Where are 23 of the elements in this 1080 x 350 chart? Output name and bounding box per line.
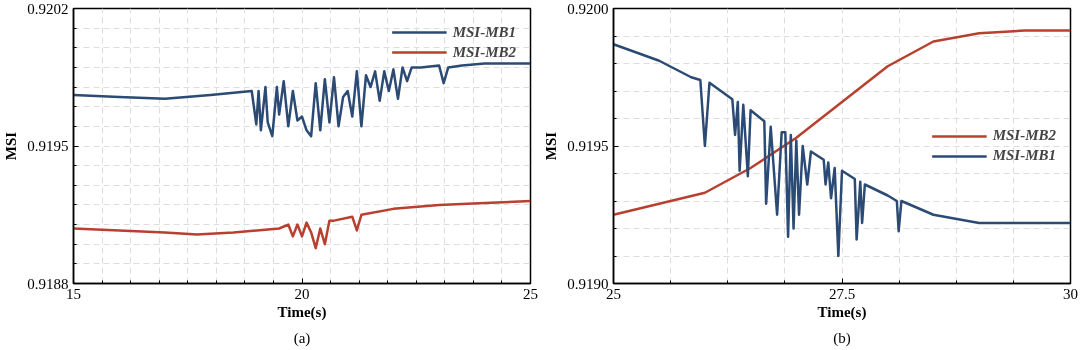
line-series [73, 62, 531, 138]
x-axis-title: Time(s) [817, 303, 867, 321]
y-tick-label: 0.9195 [27, 138, 69, 154]
legend-label: MSI-MB2 [452, 43, 516, 61]
legend-label: MSI-MB2 [992, 127, 1056, 144]
line-series [73, 199, 531, 250]
y-tick-label: 0.9202 [27, 0, 69, 17]
line-series [613, 43, 1071, 258]
line-series [613, 29, 1071, 216]
x-tick-label: 27.5 [828, 285, 856, 302]
text: (b) [833, 329, 851, 347]
y-tick-label: 0.9200 [567, 0, 609, 17]
y-axis-title: MSI [3, 131, 20, 161]
legend-label: MSI-MB1 [452, 23, 516, 41]
y-axis-title: MSI [543, 131, 560, 161]
x-axis-title: Time(s) [277, 303, 327, 321]
y-tick-label: 0.9195 [567, 138, 609, 154]
text: (a) [293, 329, 311, 347]
x-tick-label: 25 [523, 285, 538, 302]
legend-label: MSI-MB1 [992, 147, 1056, 164]
x-tick-label: 30 [1063, 285, 1078, 302]
x-tick-label: 20 [294, 285, 310, 302]
y-tick-label: 0.9188 [27, 275, 69, 292]
